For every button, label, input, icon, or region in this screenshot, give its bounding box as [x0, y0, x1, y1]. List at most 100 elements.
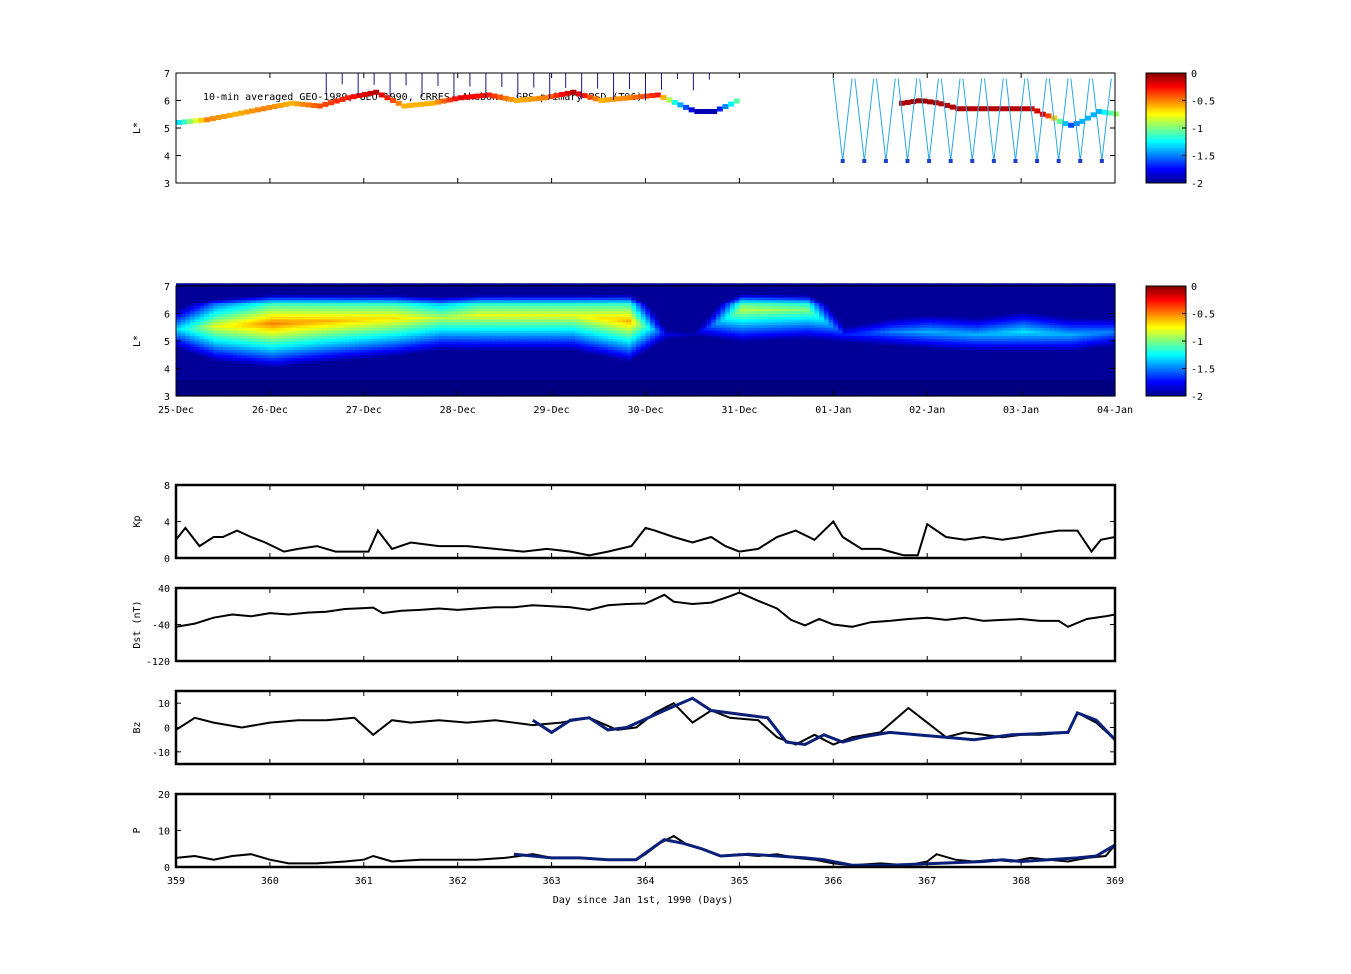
psd-cell	[377, 283, 384, 287]
psd-cell	[382, 354, 388, 359]
psd-cell	[626, 288, 633, 293]
psd-cell	[584, 305, 590, 309]
psd-cell	[434, 363, 440, 367]
psd-cell	[631, 299, 637, 304]
psd-cell	[199, 324, 205, 328]
psd-cell	[443, 390, 449, 394]
psd-cell	[448, 327, 454, 331]
psd-cell	[443, 349, 449, 353]
psd-cell	[180, 387, 186, 392]
psd-cell	[373, 310, 379, 315]
psd-cell	[448, 360, 454, 364]
psd-cell	[410, 324, 417, 328]
psd-cell	[237, 294, 243, 298]
psd-cell	[509, 371, 515, 375]
psd-cell	[654, 327, 661, 331]
psd-cell	[589, 338, 595, 342]
psd-cell	[495, 321, 501, 326]
psd-cell	[279, 283, 285, 287]
psd-cell	[401, 283, 407, 287]
psd-cell	[237, 368, 243, 372]
psd-cell	[340, 368, 346, 372]
psd-cell	[504, 330, 510, 334]
psd-cell	[711, 368, 717, 372]
psd-cell	[556, 360, 562, 364]
psd-cell	[316, 360, 323, 364]
psd-cell	[339, 96, 346, 102]
psd-cell	[269, 352, 276, 356]
psd-cell	[697, 302, 703, 306]
psd-cell	[194, 299, 201, 304]
psd-cell	[683, 283, 689, 287]
psd-cell	[448, 313, 454, 317]
psd-cell	[509, 352, 515, 356]
psd-cell	[668, 387, 675, 392]
psd-cell	[345, 360, 351, 364]
psd-cell	[340, 286, 346, 290]
psd-cell	[415, 346, 421, 350]
psd-cell	[1079, 118, 1086, 124]
psd-cell	[556, 316, 562, 320]
psd-cell	[330, 354, 337, 359]
psd-cell	[204, 302, 210, 306]
psd-cell	[603, 327, 609, 331]
psd-cell	[622, 316, 628, 320]
psd-cell	[556, 368, 562, 372]
psd-cell	[194, 308, 201, 312]
psd-cell	[321, 291, 327, 295]
psd-cell	[565, 294, 571, 298]
psd-cell	[298, 349, 304, 353]
psd-cell	[279, 365, 285, 370]
psd-cell	[246, 365, 252, 370]
psd-cell	[453, 352, 459, 356]
psd-cell	[589, 371, 595, 375]
psd-cell	[401, 316, 407, 320]
psd-cell	[645, 283, 651, 287]
psd-cell	[607, 338, 614, 342]
psd-cell	[298, 308, 304, 312]
psd-cell	[518, 283, 525, 287]
psd-cell	[556, 390, 562, 394]
psd-cell	[551, 363, 557, 367]
psd-cell	[363, 283, 370, 287]
psd-cell	[471, 368, 478, 372]
psd-cell	[246, 360, 252, 364]
psd-cell	[579, 286, 586, 290]
psd-cell	[607, 360, 614, 364]
psd-cell	[481, 343, 487, 348]
psd-cell	[321, 286, 327, 290]
psd-cell	[185, 357, 191, 361]
psd-cell	[316, 302, 323, 306]
psd-cell	[288, 357, 294, 361]
psd-cell	[462, 324, 468, 328]
psd-cell	[612, 330, 618, 334]
psd-cell	[354, 374, 360, 378]
psd-cell	[575, 357, 581, 361]
psd-cell	[532, 365, 539, 370]
psd-cell	[636, 360, 642, 364]
psd-cell	[204, 117, 211, 123]
psd-cell	[617, 360, 623, 364]
psd-cell	[279, 288, 285, 293]
psd-cell	[650, 305, 656, 309]
psd-cell	[546, 343, 553, 348]
psd-cell	[420, 288, 426, 293]
psd-cell	[612, 393, 618, 397]
psd-cell	[410, 288, 417, 293]
psd-cell	[636, 288, 642, 293]
psd-cell	[424, 302, 431, 306]
psd-cell	[697, 352, 703, 356]
psd-cell	[283, 352, 290, 356]
psd-cell	[1107, 110, 1114, 116]
psd-cell	[659, 335, 665, 339]
psd-cell	[603, 387, 609, 392]
psd-cell	[354, 294, 360, 298]
psd-cell	[542, 354, 548, 359]
psd-cell	[283, 374, 290, 378]
psd-cell	[560, 294, 567, 298]
psd-cell	[180, 341, 186, 345]
psd-cell	[190, 341, 196, 345]
psd-cell	[528, 376, 534, 381]
psd-cell	[443, 324, 449, 328]
psd-cell	[584, 357, 590, 361]
